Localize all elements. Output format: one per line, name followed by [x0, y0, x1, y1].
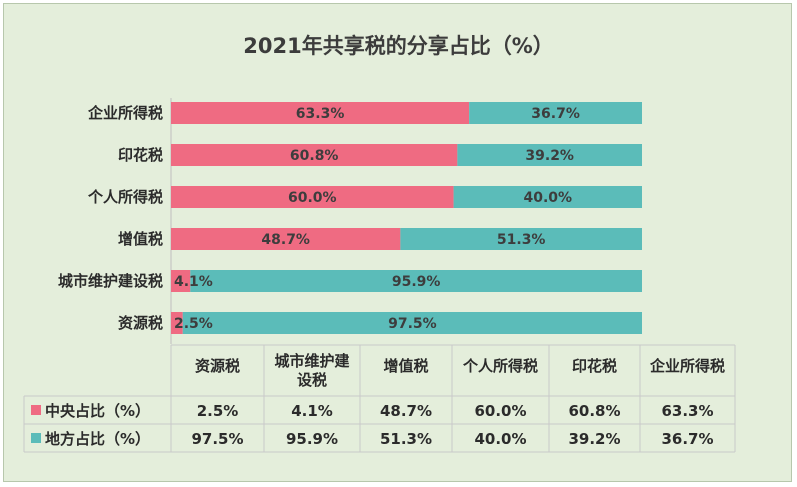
legend-swatch-0: [31, 405, 41, 415]
bar-central-1: [171, 270, 191, 292]
table-header-1: 城市维护建设税: [274, 352, 350, 389]
bar-local-2: [400, 228, 642, 250]
legend-swatch-1: [31, 433, 41, 443]
data-label-central-2: 48.7%: [261, 232, 310, 248]
table-series-name-0: 中央占比（%）: [45, 402, 150, 420]
table-cell-0-0: 2.5%: [197, 402, 239, 420]
table-header-3: 个人所得税: [462, 357, 538, 375]
bar-central-2: [171, 228, 401, 250]
data-label-local-3: 40.0%: [524, 190, 573, 206]
table-cell-1-5: 36.7%: [661, 430, 713, 448]
bar-local-3: [453, 186, 642, 208]
table-cell-1-3: 40.0%: [474, 430, 526, 448]
bar-central-0: [171, 312, 183, 334]
table-cell-0-4: 60.8%: [568, 402, 620, 420]
table-cell-0-2: 48.7%: [380, 402, 432, 420]
bar-local-5: [469, 102, 642, 124]
chart-frame: 2021年共享税的分享占比（%） 资源税 2.5% 97.5% 城市维护建设税 4.1%…: [3, 3, 792, 482]
data-label-central-5: 63.3%: [296, 106, 345, 122]
category-label-0: 资源税: [118, 314, 163, 332]
data-label-local-5: 36.7%: [531, 106, 580, 122]
bar-central-4: [171, 144, 458, 166]
chart-title: 2021年共享税的分享占比（%）: [243, 34, 554, 58]
table-cell-0-5: 63.3%: [661, 402, 713, 420]
data-label-central-3: 60.0%: [288, 190, 337, 206]
table-header-4: 印花税: [572, 357, 617, 375]
data-label-local-0: 97.5%: [388, 316, 437, 332]
data-label-local-1: 95.9%: [392, 274, 441, 290]
category-label-1: 城市维护建设税: [58, 272, 163, 290]
bar-central-3: [171, 186, 454, 208]
data-label-central-1: 4.1%: [174, 274, 213, 290]
data-label-local-2: 51.3%: [497, 232, 546, 248]
table-cell-1-4: 39.2%: [568, 430, 620, 448]
table-cell-1-2: 51.3%: [380, 430, 432, 448]
category-label-3: 个人所得税: [87, 188, 163, 206]
table-header-5: 企业所得税: [649, 357, 725, 375]
table-cell-0-1: 4.1%: [291, 402, 333, 420]
bar-local-1: [190, 270, 642, 292]
category-label-2: 增值税: [118, 230, 163, 248]
table-series-name-1: 地方占比（%）: [45, 430, 150, 448]
data-label-local-4: 39.2%: [525, 148, 574, 164]
table-cell-1-0: 97.5%: [191, 430, 243, 448]
stacked-bar-chart: 资源税 2.5% 97.5% 城市维护建设税 4.1% 95.9% 增值税 48.7% 51.3…: [23, 98, 736, 453]
category-label-5: 企业所得税: [87, 104, 163, 122]
bar-local-4: [457, 144, 642, 166]
table-header-2: 增值税: [383, 357, 428, 375]
data-label-central-4: 60.8%: [290, 148, 339, 164]
data-label-central-0: 2.5%: [174, 316, 213, 332]
category-label-4: 印花税: [118, 146, 163, 164]
table-cell-1-1: 95.9%: [286, 430, 338, 448]
table-header-0: 资源税: [195, 357, 240, 375]
bar-local-0: [182, 312, 642, 334]
table-cell-0-3: 60.0%: [474, 402, 526, 420]
bar-central-5: [171, 102, 470, 124]
